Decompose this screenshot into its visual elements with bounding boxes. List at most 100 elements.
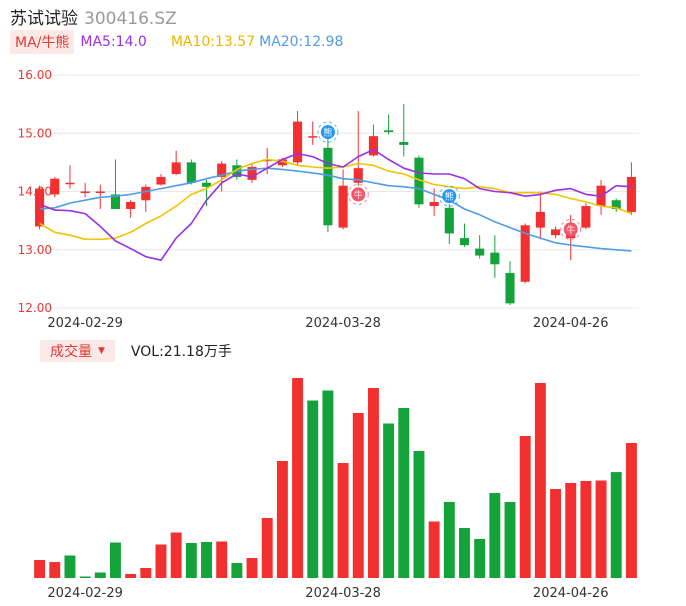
volume-bar [201,542,212,578]
candle [50,177,59,197]
candle-body [536,212,545,228]
price-date-label: 2024-02-29 [47,316,123,331]
volume-bar [474,539,485,578]
volume-bar [156,545,167,579]
candle [35,186,44,230]
candle-body [141,187,150,200]
volume-bar [34,560,45,578]
volume-bar [550,489,561,578]
candle [111,159,120,209]
volume-indicator-button[interactable]: 成交量 ▼ [40,340,115,362]
price-tick-label: 16.00 [18,68,52,82]
price-tick-label: 15.00 [18,126,52,140]
volume-bar [80,577,91,579]
bull-marker-icon: 牛 [561,219,581,239]
price-date-label: 2024-03-28 [305,316,381,331]
volume-date-label: 2024-03-28 [305,586,381,601]
candle [126,200,135,217]
volume-bar [171,533,182,579]
volume-bar [322,391,333,579]
volume-bar [353,413,364,578]
volume-bar [338,463,349,578]
volume-bar [292,378,303,578]
volume-bar [626,443,637,578]
ma20-line [40,168,632,251]
volume-date-label: 2024-02-29 [47,586,123,601]
volume-bar [444,502,455,578]
candle [247,164,256,183]
candle-body [551,229,560,235]
volume-value: VOL:21.18万手 [131,341,232,361]
candle-body [627,177,636,212]
volume-bar [64,556,75,579]
candle [460,224,469,247]
volume-bar [580,481,591,578]
candle [81,183,90,198]
candle-body [126,202,135,209]
candle-body [490,253,499,265]
volume-date-label: 2024-04-26 [533,586,609,601]
candle [65,165,74,188]
candle-body [430,202,439,206]
volume-bar [505,502,516,578]
volume-bar [125,574,136,578]
volume-bar [535,383,546,578]
candle [187,159,196,184]
candle-body [505,273,514,303]
price-tick-label: 14.00 [18,185,52,199]
candle-body [81,192,90,194]
candle [323,139,332,232]
candle-body [384,130,393,132]
marker-label: 熊 [445,191,454,203]
candle [566,215,575,260]
candle [581,203,590,229]
candle [627,162,636,214]
volume-bar [489,493,500,578]
bull-marker-icon: 牛 [348,184,368,204]
volume-indicator-label: 成交量 [50,341,92,361]
volume-bar [277,461,288,578]
volume-bar [459,528,470,578]
candle-body [65,183,74,185]
candle-body [308,136,317,138]
volume-bar [429,522,440,579]
candle [505,261,514,305]
candle-body [323,148,332,225]
candle [490,235,499,278]
candle-body [156,177,165,185]
price-tick-label: 13.00 [18,243,52,257]
volume-bar [110,543,121,579]
candle-body [399,142,408,145]
candle-body [96,192,105,194]
volume-bar [413,451,424,578]
price-date-label: 2024-04-26 [533,316,609,331]
candle [384,115,393,135]
volume-bar [262,518,273,578]
marker-label: 熊 [323,127,332,139]
candle-body [339,186,348,228]
candle [293,111,302,165]
candle [551,226,560,238]
volume-bar [565,483,576,578]
candle-body [35,189,44,227]
volume-bar [383,424,394,579]
volume-bar [611,472,622,578]
volume-bar [95,573,106,579]
candle [354,111,363,186]
candle [141,185,150,212]
caret-down-icon: ▼ [98,346,105,356]
candle [536,192,545,240]
candle [445,204,454,244]
volume-bar [596,481,607,579]
volume-bar [398,408,409,578]
candle-body [445,208,454,234]
volume-bar [216,542,227,579]
volume-bar [368,388,379,578]
volume-bar [307,401,318,579]
price-tick-label: 12.00 [18,301,52,315]
candle [475,235,484,258]
volume-legend: 成交量 ▼ VOL:21.18万手 [40,341,232,361]
candle-body [293,122,302,163]
candle [202,180,211,206]
